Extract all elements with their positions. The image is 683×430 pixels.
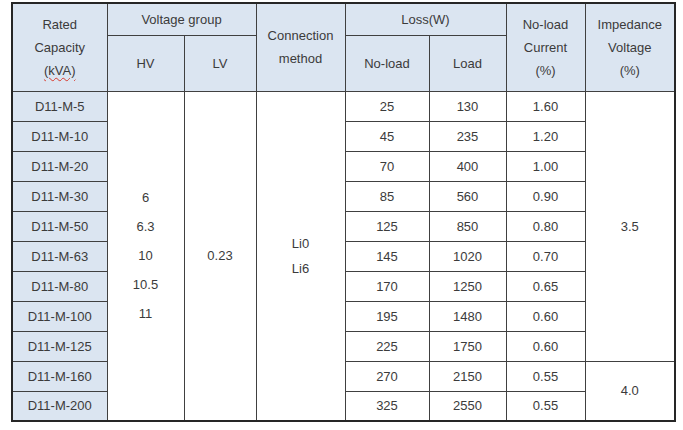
cell-connection-values: Li0 Li6	[256, 91, 345, 421]
header-cell-loss-no-load: No-load	[345, 35, 429, 91]
cell-lv-value: 0.23	[184, 91, 256, 421]
header-line: (%)	[507, 59, 585, 82]
cell-no-load-loss: 325	[345, 391, 429, 421]
header-cell-loss-group: Loss(W)	[345, 3, 506, 35]
cell-model: D11-M-160	[12, 361, 107, 391]
cell-no-load-current: 1.00	[506, 151, 585, 181]
header-cell-lv: LV	[184, 35, 256, 91]
cell-no-load-current: 0.60	[506, 331, 585, 361]
cell-load-loss: 130	[429, 91, 506, 121]
header-line: (%)	[586, 59, 675, 82]
header-row-groups: Rated Capacity (kVA) Voltage group Conne…	[12, 3, 675, 35]
table-body: D11-M-5 6 6.3 10 10.5 11 0.23 Li0 Li6 25…	[12, 91, 675, 421]
cell-model: D11-M-5	[12, 91, 107, 121]
header-line: method	[257, 47, 345, 70]
cell-load-loss: 235	[429, 121, 506, 151]
cell-model: D11-M-80	[12, 271, 107, 301]
cell-no-load-loss: 225	[345, 331, 429, 361]
header-cell-impedance-voltage: Impedance Voltage (%)	[585, 3, 675, 91]
cell-no-load-loss: 270	[345, 361, 429, 391]
header-line-kva: (kVA)	[13, 59, 107, 82]
cell-no-load-current: 0.55	[506, 361, 585, 391]
cell-no-load-loss: 70	[345, 151, 429, 181]
hv-value: 6.3	[108, 212, 184, 241]
cell-no-load-current: 0.65	[506, 271, 585, 301]
connection-value: Li6	[257, 256, 345, 281]
header-line: Current	[507, 36, 585, 59]
cell-no-load-current: 1.60	[506, 91, 585, 121]
header-line: Connection	[257, 24, 345, 47]
cell-model: D11-M-30	[12, 181, 107, 211]
cell-load-loss: 1250	[429, 271, 506, 301]
header-cell-no-load-current: No-load Current (%)	[506, 3, 585, 91]
header-cell-hv: HV	[107, 35, 184, 91]
cell-no-load-current: 0.70	[506, 241, 585, 271]
header-line: Impedance	[586, 13, 675, 36]
cell-load-loss: 400	[429, 151, 506, 181]
hv-value: 11	[108, 299, 184, 328]
cell-load-loss: 850	[429, 211, 506, 241]
cell-load-loss: 1750	[429, 331, 506, 361]
cell-load-loss: 1480	[429, 301, 506, 331]
header-cell-connection-method: Connection method	[256, 3, 345, 91]
header-line: Rated	[13, 13, 107, 36]
cell-model: D11-M-200	[12, 391, 107, 421]
cell-no-load-loss: 25	[345, 91, 429, 121]
cell-model: D11-M-125	[12, 331, 107, 361]
cell-no-load-current: 0.90	[506, 181, 585, 211]
hv-value: 10	[108, 241, 184, 270]
hv-value: 6	[108, 183, 184, 212]
transformer-spec-table: Rated Capacity (kVA) Voltage group Conne…	[11, 2, 676, 422]
cell-impedance-bottom: 4.0	[585, 361, 675, 421]
header-line: Voltage	[586, 36, 675, 59]
cell-model: D11-M-50	[12, 211, 107, 241]
cell-no-load-loss: 45	[345, 121, 429, 151]
cell-load-loss: 2150	[429, 361, 506, 391]
cell-no-load-loss: 145	[345, 241, 429, 271]
cell-load-loss: 1020	[429, 241, 506, 271]
header-line: Capacity	[13, 36, 107, 59]
cell-no-load-loss: 125	[345, 211, 429, 241]
table-header: Rated Capacity (kVA) Voltage group Conne…	[12, 3, 675, 91]
cell-impedance-top: 3.5	[585, 91, 675, 361]
connection-value: Li0	[257, 231, 345, 256]
hv-value: 10.5	[108, 270, 184, 299]
cell-no-load-loss: 195	[345, 301, 429, 331]
cell-load-loss: 2550	[429, 391, 506, 421]
cell-load-loss: 560	[429, 181, 506, 211]
header-cell-voltage-group: Voltage group	[107, 3, 256, 35]
cell-no-load-current: 0.55	[506, 391, 585, 421]
cell-model: D11-M-100	[12, 301, 107, 331]
cell-hv-values: 6 6.3 10 10.5 11	[107, 91, 184, 421]
header-line: No-load	[507, 13, 585, 36]
cell-no-load-loss: 85	[345, 181, 429, 211]
header-cell-rated-capacity: Rated Capacity (kVA)	[12, 3, 107, 91]
header-cell-loss-load: Load	[429, 35, 506, 91]
cell-model: D11-M-10	[12, 121, 107, 151]
cell-no-load-current: 0.80	[506, 211, 585, 241]
cell-no-load-loss: 170	[345, 271, 429, 301]
table-row: D11-M-5 6 6.3 10 10.5 11 0.23 Li0 Li6 25…	[12, 91, 675, 121]
cell-model: D11-M-63	[12, 241, 107, 271]
cell-model: D11-M-20	[12, 151, 107, 181]
cell-no-load-current: 1.20	[506, 121, 585, 151]
cell-no-load-current: 0.60	[506, 301, 585, 331]
